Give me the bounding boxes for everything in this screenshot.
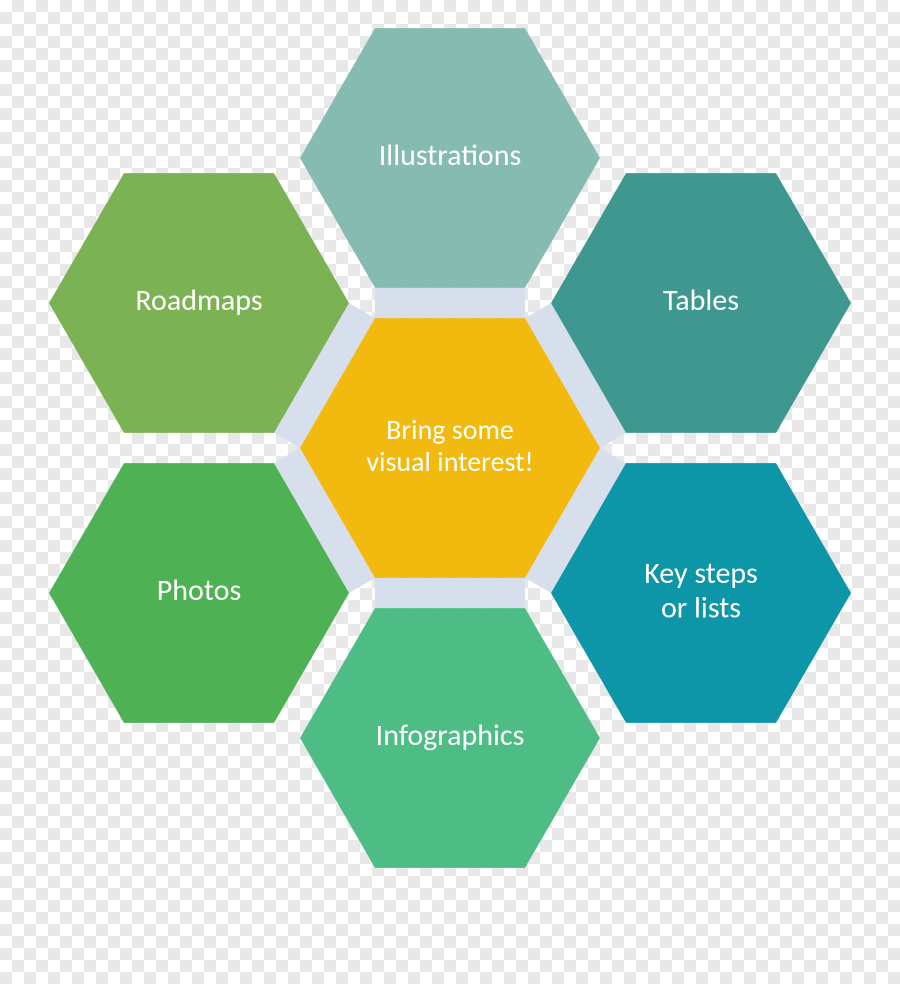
hex-connector-0 <box>375 288 525 318</box>
outer-hex-label-3: Infographics <box>376 717 525 754</box>
outer-hex-label-2: Key stepsor lists <box>644 555 758 627</box>
center-hex-label: Bring somevisual interest! <box>366 412 533 479</box>
hex-cluster-svg: Illustrations Tables Key stepsor lists Info… <box>0 0 900 984</box>
hex-connector-3 <box>375 578 525 608</box>
hex-cluster-diagram: Illustrations Tables Key stepsor lists Info… <box>0 0 900 984</box>
outer-hex-label-5: Roadmaps <box>135 282 262 319</box>
outer-hex-label-0: Illustrations <box>379 137 522 174</box>
outer-hex-label-4: Photos <box>157 572 241 609</box>
outer-hex-label-1: Tables <box>663 282 739 319</box>
